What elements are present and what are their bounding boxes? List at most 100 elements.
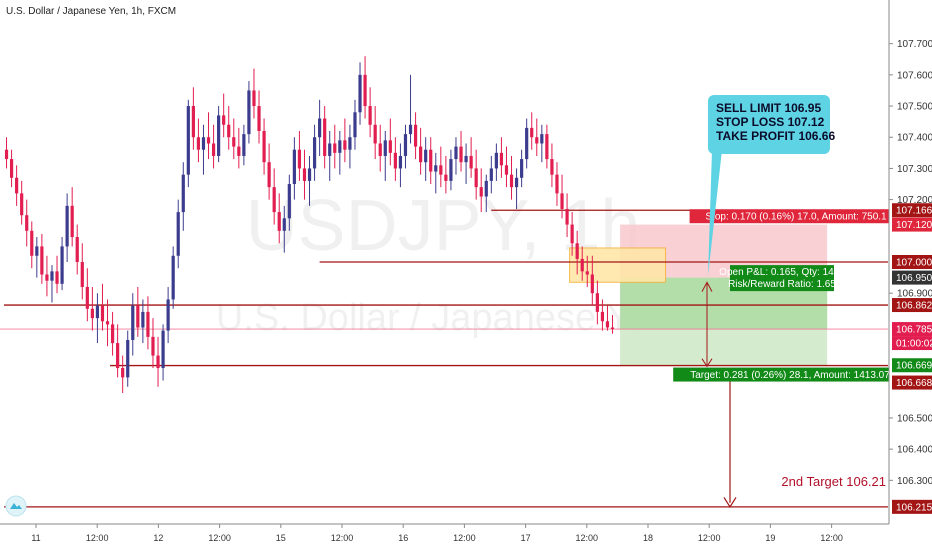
candle <box>424 137 428 181</box>
candle <box>530 112 534 150</box>
x-tick-label: 12:00 <box>698 533 721 543</box>
x-tick-label: 15 <box>276 533 286 543</box>
candle-body <box>429 149 433 172</box>
candle-body <box>116 343 120 369</box>
candle-body <box>257 106 261 131</box>
price-tag[interactable]: 107.000 <box>892 255 932 269</box>
target-label-bg <box>673 367 907 382</box>
candle-body <box>181 174 185 213</box>
candle-body <box>252 90 256 107</box>
candle-body <box>525 127 529 160</box>
candle <box>237 127 241 169</box>
price-tag-bg <box>892 499 932 514</box>
candle-body <box>237 146 241 156</box>
callout-line: SELL LIMIT 106.95 <box>716 101 821 115</box>
price-tag[interactable]: 106.668 <box>892 375 932 390</box>
candle <box>525 118 529 169</box>
stop-label-bg <box>689 209 903 224</box>
candle-body <box>55 271 59 284</box>
candle-body <box>282 218 286 231</box>
price-axis[interactable]: 107.700 107.600 107.500 107.400 107.300 107.2… <box>888 0 932 550</box>
candle-body <box>398 155 403 169</box>
candle <box>514 168 519 209</box>
target-label-text: Target: 0.281 (0.26%) 28.1, Amount: 1413… <box>690 370 890 381</box>
candle <box>499 137 504 178</box>
candle-body <box>292 149 296 185</box>
candle-body <box>146 311 150 337</box>
callout-line: STOP LOSS 107.12 <box>716 115 825 129</box>
candle <box>419 127 423 175</box>
candle-body <box>126 339 130 378</box>
candle-body <box>186 106 190 175</box>
candle-body <box>171 255 175 300</box>
candle-body <box>211 143 216 156</box>
candle <box>459 131 463 172</box>
candle <box>45 255 49 297</box>
price-tag-text: 106.950 <box>896 273 932 284</box>
candle-body <box>530 127 534 138</box>
candle <box>398 143 403 188</box>
candle-body <box>358 74 362 113</box>
candle <box>484 174 488 213</box>
x-tick-label: 12 <box>153 533 163 543</box>
candle <box>555 162 559 206</box>
candle-body <box>287 184 291 219</box>
candle <box>328 131 332 181</box>
candle-body <box>196 137 201 150</box>
candle-body <box>343 140 347 150</box>
y-tick-label: 107.500 <box>897 102 932 113</box>
candle-body <box>424 149 428 163</box>
x-tick-label: 12:00 <box>453 533 476 543</box>
candle <box>610 315 615 334</box>
candle-body <box>469 155 473 169</box>
candle <box>318 99 322 156</box>
candle-body <box>489 168 493 181</box>
candle-body <box>232 137 236 147</box>
target-arrowhead-icon <box>701 358 713 368</box>
candle <box>434 152 438 194</box>
candle <box>105 299 110 347</box>
candle-body <box>408 124 413 135</box>
candle-body <box>4 149 9 160</box>
y-tick-label: 107.600 <box>897 70 932 81</box>
candle <box>166 286 170 344</box>
candle <box>585 255 589 287</box>
price-tag[interactable]: 106.215 <box>892 499 932 514</box>
candle-body <box>9 159 14 178</box>
candle <box>292 137 296 200</box>
candle <box>30 221 34 269</box>
price-tag[interactable]: 107.120 <box>892 217 932 232</box>
candle <box>454 137 458 175</box>
callout-bubble <box>708 95 830 154</box>
candle <box>494 143 498 181</box>
candle-body <box>514 177 519 188</box>
time-axis-bg <box>0 524 932 550</box>
candle <box>126 330 130 387</box>
candle-body <box>545 134 549 160</box>
price-tag[interactable]: 107.166 <box>892 203 932 218</box>
y-tick-label: 107.400 <box>897 133 932 144</box>
candle <box>600 299 605 331</box>
candle <box>393 137 397 181</box>
candle-body <box>459 146 463 163</box>
candle <box>605 305 610 331</box>
x-tick-label: 12:00 <box>576 533 599 543</box>
price-tag[interactable]: 106.950 <box>892 270 932 285</box>
price-tag[interactable]: 106.862 <box>892 298 932 313</box>
candle <box>560 174 564 219</box>
annotations: U.S. Dollar / Japanese Yen, 1h, FXCM 2nd… <box>6 6 907 508</box>
candle <box>413 112 418 160</box>
candle-body <box>85 286 89 309</box>
app-logo[interactable] <box>5 495 27 517</box>
candle <box>90 286 94 331</box>
price-tag[interactable]: 106.785 <box>892 322 932 337</box>
candle <box>545 124 549 169</box>
candle <box>540 124 544 163</box>
y-tick-label: 107.700 <box>897 39 932 50</box>
price-tag[interactable]: 106.669 <box>892 358 932 373</box>
open-pnl-text: Open P&L: 0.165, Qty: 1470 <box>719 267 845 278</box>
candle <box>116 324 120 378</box>
candle-body <box>161 330 165 369</box>
time-axis[interactable]: 11 12:00 12 12:00 15 12:00 16 12:00 17 12:00 18 12:… <box>0 523 932 550</box>
